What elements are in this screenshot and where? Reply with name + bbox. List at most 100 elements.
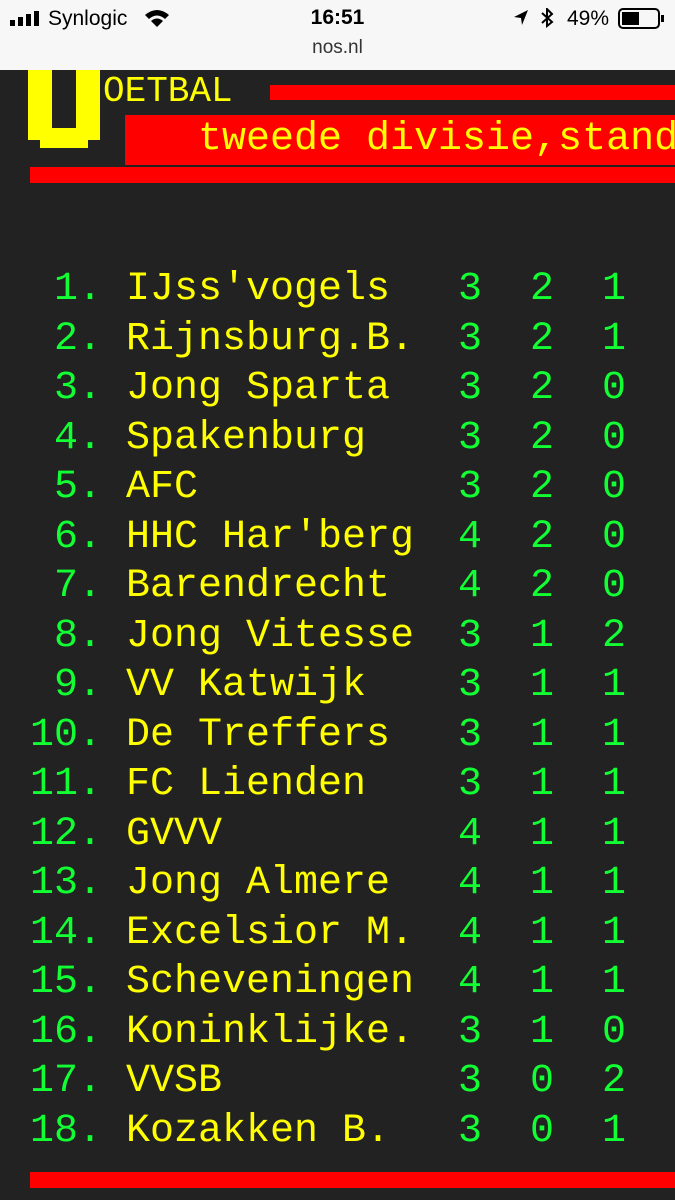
red-bar bbox=[30, 1172, 675, 1188]
rank-cell: 17. bbox=[29, 1059, 102, 1104]
team-cell: FC Lienden bbox=[126, 762, 367, 807]
battery-percent: 49% bbox=[567, 7, 610, 30]
team-cell: AFC bbox=[126, 465, 199, 510]
rank-cell: 11. bbox=[29, 762, 102, 807]
drawn-cell: 0 bbox=[601, 366, 626, 411]
won-cell: 1 bbox=[529, 762, 554, 807]
played-cell: 3 bbox=[457, 415, 482, 461]
team-cell: VVSB bbox=[126, 1059, 223, 1104]
teletext-screen: OETBAL tweede divisie,stand 1. IJss'vogel… bbox=[0, 70, 675, 1200]
rank-cell: 10. bbox=[29, 712, 102, 758]
rank-cell: 2. bbox=[53, 316, 102, 362]
drawn-cell: 1 bbox=[601, 663, 626, 708]
drawn-cell: 1 bbox=[601, 960, 626, 1005]
drawn-cell: 1 bbox=[601, 861, 626, 906]
wifi-icon bbox=[145, 10, 169, 27]
team-cell: Jong Sparta bbox=[126, 366, 391, 411]
drawn-cell: 1 bbox=[601, 1108, 626, 1154]
won-cell: 0 bbox=[529, 1108, 554, 1154]
played-cell: 3 bbox=[457, 366, 482, 411]
drawn-cell: 1 bbox=[601, 811, 626, 857]
won-cell: 2 bbox=[529, 366, 554, 411]
played-cell: 4 bbox=[457, 514, 482, 560]
time: 16:51 bbox=[310, 6, 365, 29]
drawn-cell: 0 bbox=[601, 415, 626, 461]
team-cell: Scheveningen bbox=[126, 960, 415, 1005]
won-cell: 0 bbox=[529, 1059, 554, 1104]
drawn-cell: 1 bbox=[601, 762, 626, 807]
won-cell: 2 bbox=[529, 267, 554, 312]
red-bar bbox=[30, 167, 675, 183]
team-cell: VV Katwijk bbox=[126, 663, 367, 708]
team-cell: Excelsior M. bbox=[126, 910, 415, 956]
team-cell: GVVV bbox=[126, 811, 223, 857]
team-cell: Barendrecht bbox=[126, 564, 391, 609]
played-cell: 3 bbox=[457, 1059, 482, 1104]
team-cell: Kozakken B. bbox=[126, 1108, 391, 1154]
won-cell: 2 bbox=[529, 415, 554, 461]
rank-cell: 5. bbox=[53, 465, 102, 510]
rank-cell: 9. bbox=[53, 663, 102, 708]
team-cell: Spakenburg bbox=[126, 415, 367, 461]
rank-cell: 14. bbox=[29, 910, 102, 956]
won-cell: 1 bbox=[529, 1009, 554, 1055]
played-cell: 3 bbox=[457, 1009, 482, 1055]
drawn-cell: 2 bbox=[601, 1059, 626, 1104]
played-cell: 3 bbox=[457, 267, 482, 312]
url: nos.nl bbox=[312, 37, 363, 58]
won-cell: 1 bbox=[529, 613, 554, 659]
battery-icon bbox=[618, 8, 664, 29]
played-cell: 3 bbox=[457, 316, 482, 362]
played-cell: 3 bbox=[457, 465, 482, 510]
rank-cell: 15. bbox=[29, 960, 102, 1005]
rank-cell: 3. bbox=[53, 366, 102, 411]
rank-cell: 8. bbox=[53, 613, 102, 659]
rank-cell: 4. bbox=[53, 415, 102, 461]
rank-cell: 18. bbox=[29, 1108, 102, 1154]
played-cell: 4 bbox=[457, 564, 482, 609]
team-cell: Koninklijke. bbox=[126, 1009, 415, 1055]
rank-cell: 1. bbox=[53, 267, 102, 312]
header-subtitle: tweede divisie,stand bbox=[198, 117, 675, 162]
logo-block-v bbox=[28, 70, 100, 148]
won-cell: 2 bbox=[529, 514, 554, 560]
played-cell: 4 bbox=[457, 960, 482, 1005]
won-cell: 1 bbox=[529, 861, 554, 906]
played-cell: 4 bbox=[457, 910, 482, 956]
subtitle-box bbox=[125, 115, 675, 165]
status-bar: Synlogic 16:51 nos.nl 49% bbox=[0, 0, 675, 70]
played-cell: 3 bbox=[457, 613, 482, 659]
won-cell: 1 bbox=[529, 712, 554, 758]
header-title: OETBAL bbox=[103, 71, 233, 112]
drawn-cell: 0 bbox=[601, 514, 626, 560]
location-bluetooth-icons bbox=[514, 8, 554, 28]
played-cell: 3 bbox=[457, 663, 482, 708]
team-cell: HHC Har'berg bbox=[126, 514, 415, 560]
won-cell: 2 bbox=[529, 564, 554, 609]
played-cell: 3 bbox=[457, 1108, 482, 1154]
played-cell: 3 bbox=[457, 712, 482, 758]
team-cell: Jong Vitesse bbox=[126, 613, 415, 659]
team-cell: Jong Almere bbox=[126, 861, 391, 906]
team-cell: De Treffers bbox=[126, 712, 391, 758]
drawn-cell: 0 bbox=[601, 1009, 626, 1055]
team-cell: Rijnsburg.B. bbox=[126, 316, 415, 362]
rank-cell: 16. bbox=[29, 1009, 102, 1055]
red-bar bbox=[270, 85, 675, 100]
team-cell: IJss'vogels bbox=[126, 267, 391, 312]
played-cell: 4 bbox=[457, 861, 482, 906]
drawn-cell: 1 bbox=[601, 910, 626, 956]
rank-cell: 7. bbox=[53, 564, 102, 609]
rank-cell: 12. bbox=[29, 811, 102, 857]
won-cell: 1 bbox=[529, 811, 554, 857]
won-cell: 2 bbox=[529, 316, 554, 362]
won-cell: 1 bbox=[529, 910, 554, 956]
won-cell: 1 bbox=[529, 960, 554, 1005]
signal-icon bbox=[10, 11, 39, 26]
drawn-cell: 0 bbox=[601, 465, 626, 510]
played-cell: 4 bbox=[457, 811, 482, 857]
drawn-cell: 1 bbox=[601, 316, 626, 362]
rank-cell: 13. bbox=[29, 861, 102, 906]
carrier: Synlogic bbox=[48, 7, 128, 30]
